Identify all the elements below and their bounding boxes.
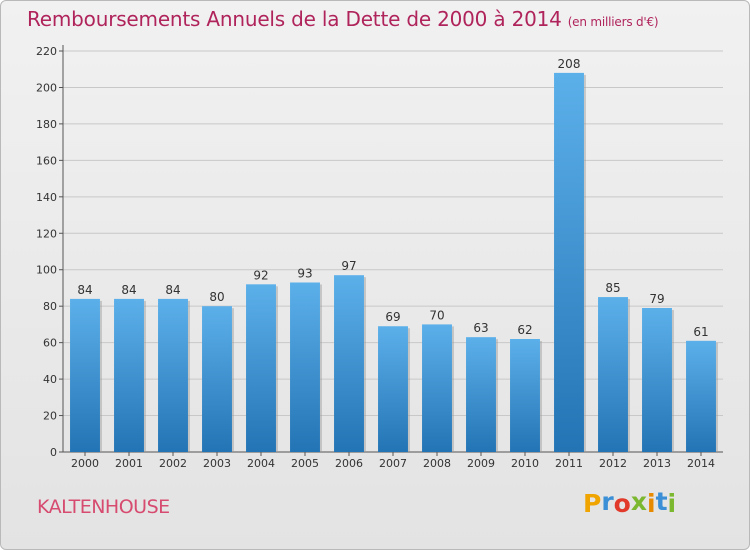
logo-letter: i <box>647 489 656 518</box>
chart-title: Remboursements Annuels de la Dette de 20… <box>27 7 659 31</box>
logo-letter: i <box>667 489 677 518</box>
x-tick-label: 2004 <box>247 457 275 470</box>
y-tick-label: 0 <box>50 446 57 459</box>
x-tick-label: 2006 <box>335 457 363 470</box>
y-tick-label: 160 <box>36 154 57 167</box>
y-tick-label: 60 <box>43 337 57 350</box>
value-label-2004: 92 <box>253 268 268 282</box>
bar-2005 <box>290 282 320 452</box>
logo-letter: o <box>613 489 631 518</box>
city-name: KALTENHOUSE <box>37 496 170 518</box>
x-tick-label: 2008 <box>423 457 451 470</box>
bar-2004 <box>246 284 276 452</box>
bar-2013 <box>642 308 672 452</box>
x-tick-label: 2002 <box>159 457 187 470</box>
bar-2009 <box>466 337 496 452</box>
bar-2012 <box>598 297 628 452</box>
x-tick-label: 2000 <box>71 457 99 470</box>
logo-letter: r <box>601 487 614 516</box>
bar-2008 <box>422 324 452 452</box>
logo-letter: P <box>583 489 602 518</box>
x-tick-label: 2001 <box>115 457 143 470</box>
y-tick-label: 180 <box>36 118 57 131</box>
logo-letter: x <box>630 487 647 516</box>
x-tick-label: 2011 <box>555 457 583 470</box>
value-label-2001: 84 <box>121 283 136 297</box>
value-label-2006: 97 <box>341 259 356 273</box>
x-tick-label: 2005 <box>291 457 319 470</box>
value-label-2013: 79 <box>649 292 664 306</box>
x-tick-label: 2014 <box>687 457 715 470</box>
value-label-2012: 85 <box>605 281 620 295</box>
chart-title-text: Remboursements Annuels de la Dette de 20… <box>27 7 562 31</box>
value-label-2002: 84 <box>165 283 180 297</box>
value-label-2000: 84 <box>77 283 92 297</box>
value-label-2011: 208 <box>558 57 581 71</box>
logo-letter: t <box>655 487 668 516</box>
proxiti-logo: Proxiti <box>583 487 677 518</box>
x-tick-label: 2009 <box>467 457 495 470</box>
value-label-2008: 70 <box>429 308 444 322</box>
value-label-2014: 61 <box>693 325 708 339</box>
bar-2000 <box>70 298 100 452</box>
bar-2006 <box>334 275 364 452</box>
y-tick-label: 40 <box>43 373 57 386</box>
x-tick-label: 2012 <box>599 457 627 470</box>
y-tick-label: 200 <box>36 81 57 94</box>
chart-unit: (en milliers d'€) <box>567 15 659 29</box>
value-label-2009: 63 <box>473 321 488 335</box>
y-tick-label: 120 <box>36 227 57 240</box>
x-tick-label: 2010 <box>511 457 539 470</box>
y-tick-label: 140 <box>36 191 57 204</box>
value-label-2007: 69 <box>385 310 400 324</box>
value-label-2005: 93 <box>297 266 312 280</box>
bar-2007 <box>378 326 408 452</box>
value-label-2010: 62 <box>517 323 532 337</box>
y-tick-label: 80 <box>43 300 57 313</box>
labels: 0 20 40 60 80 100 120 140 160 180 200 220 84 2000 84 20… <box>36 45 715 470</box>
x-tick-label: 2007 <box>379 457 407 470</box>
y-tick-label: 100 <box>36 264 57 277</box>
bar-2011 <box>554 72 584 452</box>
bar-2014 <box>686 340 716 452</box>
x-tick-label: 2003 <box>203 457 231 470</box>
bars <box>70 72 718 452</box>
y-tick-label: 20 <box>43 410 57 423</box>
bar-2001 <box>114 298 144 452</box>
x-tick-label: 2013 <box>643 457 671 470</box>
value-label-2003: 80 <box>209 290 224 304</box>
y-tick-label: 220 <box>36 45 57 58</box>
bar-2002 <box>158 298 188 452</box>
bar-2010 <box>510 338 540 452</box>
bar-2003 <box>202 306 232 452</box>
